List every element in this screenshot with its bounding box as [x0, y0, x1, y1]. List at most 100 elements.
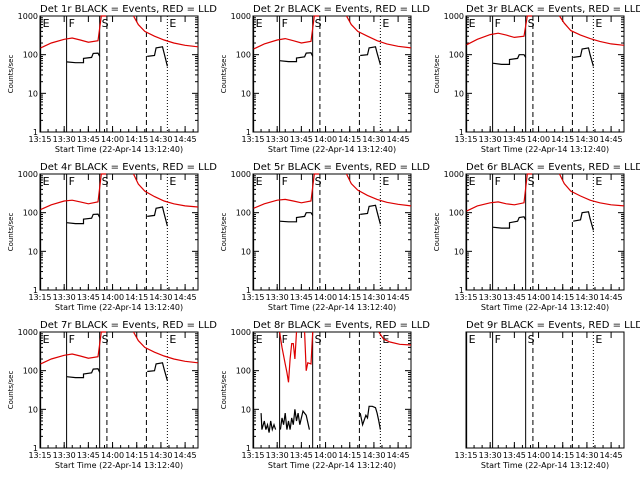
x-tick-label: 14:00 — [314, 135, 337, 144]
events-series-line — [360, 46, 381, 65]
x-tick-label: 14:30 — [575, 451, 598, 460]
event-marker-label: S — [102, 333, 109, 346]
x-tick-label: 13:45 — [290, 451, 313, 460]
lld-series-line — [132, 15, 199, 48]
y-axis-label: Counts/sec — [7, 213, 15, 252]
x-tick-label: 13:45 — [290, 293, 313, 302]
x-tick-label: 14:30 — [149, 293, 172, 302]
event-marker-label: S — [102, 175, 109, 188]
panel-title: Det 3r BLACK = Events, RED = LLD — [466, 4, 640, 15]
event-marker-label: E — [43, 17, 50, 30]
x-tick-label: 13:30 — [479, 451, 502, 460]
y-tick-label: 1 — [246, 128, 251, 137]
plot-frame — [465, 15, 625, 133]
event-marker-label: F — [282, 17, 288, 30]
x-axis-label: Start Time (22-Apr-14 13:12:40) — [268, 145, 396, 154]
x-tick-label: 13:30 — [53, 293, 76, 302]
event-marker-label: E — [595, 175, 602, 188]
event-marker-label: E — [256, 333, 263, 346]
x-tick-label: 14:00 — [101, 451, 124, 460]
x-tick-label: 14:45 — [387, 451, 410, 460]
lld-series-line — [466, 15, 533, 46]
events-series-line — [360, 204, 381, 225]
x-axis-label: Start Time (22-Apr-14 13:12:40) — [481, 145, 609, 154]
x-tick-label: 13:15 — [28, 293, 51, 302]
panel-det-2: Det 2r BLACK = Events, RED = LLD 1 10 100 10… — [220, 4, 430, 154]
y-tick-label: 10 — [241, 89, 251, 98]
x-tick-label: 14:30 — [149, 135, 172, 144]
plot-frame — [465, 173, 625, 291]
y-tick-label: 1 — [246, 444, 251, 453]
x-tick-label: 13:30 — [266, 451, 289, 460]
y-tick-label: 10 — [28, 405, 38, 414]
panel-title: Det 6r BLACK = Events, RED = LLD — [466, 162, 640, 173]
x-tick-label: 13:15 — [241, 135, 264, 144]
events-series-line — [147, 362, 168, 381]
y-tick-label: 10 — [454, 247, 464, 256]
x-tick-label: 13:45 — [77, 135, 100, 144]
y-tick-label: 1000 — [18, 12, 38, 21]
events-series-line — [147, 46, 168, 67]
event-marker-label: F — [495, 175, 501, 188]
lld-series-line — [40, 173, 107, 211]
x-tick-label: 14:45 — [174, 135, 197, 144]
lld-series-line — [40, 331, 107, 365]
events-series-line — [573, 211, 594, 231]
y-tick-label: 1000 — [231, 12, 251, 21]
plot-frame — [39, 15, 199, 133]
x-tick-label: 14:15 — [551, 135, 574, 144]
x-axis-label: Start Time (22-Apr-14 13:12:40) — [268, 461, 396, 470]
panel-title: Det 7r BLACK = Events, RED = LLD — [40, 320, 217, 331]
y-tick-label: 10 — [241, 247, 251, 256]
event-marker-label: E — [256, 17, 263, 30]
events-series-line — [492, 54, 527, 66]
y-tick-label: 100 — [23, 209, 38, 218]
event-marker-label: E — [169, 333, 176, 346]
event-marker-label: E — [382, 175, 389, 188]
x-tick-label: 14:45 — [174, 293, 197, 302]
x-tick-label: 14:00 — [314, 451, 337, 460]
panel-det-8: Det 8r BLACK = Events, RED = LLD 1 10 100 10… — [220, 320, 430, 470]
y-tick-label: 10 — [28, 247, 38, 256]
events-series-line — [492, 216, 527, 229]
x-tick-label: 14:15 — [125, 135, 148, 144]
y-tick-label: 10 — [241, 405, 251, 414]
lld-series-line — [345, 15, 412, 49]
y-tick-label: 10 — [454, 89, 464, 98]
event-marker-label: S — [528, 175, 535, 188]
panel-det-4: Det 4r BLACK = Events, RED = LLD 1 10 100 10… — [7, 162, 217, 312]
event-marker-label: S — [315, 17, 322, 30]
x-tick-label: 14:00 — [101, 135, 124, 144]
events-series-line — [279, 212, 314, 223]
x-tick-label: 13:45 — [503, 135, 526, 144]
x-tick-label: 13:30 — [479, 293, 502, 302]
events-series-line — [279, 52, 314, 63]
x-tick-label: 13:15 — [28, 451, 51, 460]
lld-series-line — [304, 331, 314, 371]
plot-frame — [252, 15, 412, 133]
y-axis-label: Counts/sec — [433, 213, 441, 252]
plot-frame — [39, 173, 199, 291]
x-tick-label: 13:30 — [53, 451, 76, 460]
y-tick-label: 1 — [33, 444, 38, 453]
events-series-line — [66, 213, 101, 225]
events-series-line — [147, 206, 168, 227]
lld-series-line — [559, 15, 625, 46]
y-tick-label: 1 — [459, 128, 464, 137]
x-tick-label: 14:30 — [575, 135, 598, 144]
x-tick-label: 14:15 — [338, 451, 361, 460]
y-axis-label: Counts/sec — [433, 55, 441, 94]
events-series-line — [66, 52, 101, 64]
x-tick-label: 14:15 — [551, 293, 574, 302]
lld-series-line — [253, 15, 320, 50]
panel-title: Det 9r BLACK = Events, RED = LLD — [466, 320, 640, 331]
y-axis-label: Counts/sec — [7, 371, 15, 410]
x-tick-label: 14:45 — [600, 451, 623, 460]
event-marker-label: S — [528, 333, 535, 346]
x-tick-label: 14:15 — [551, 451, 574, 460]
event-marker-label: F — [69, 17, 75, 30]
x-tick-label: 14:00 — [527, 451, 550, 460]
y-tick-label: 100 — [449, 209, 464, 218]
